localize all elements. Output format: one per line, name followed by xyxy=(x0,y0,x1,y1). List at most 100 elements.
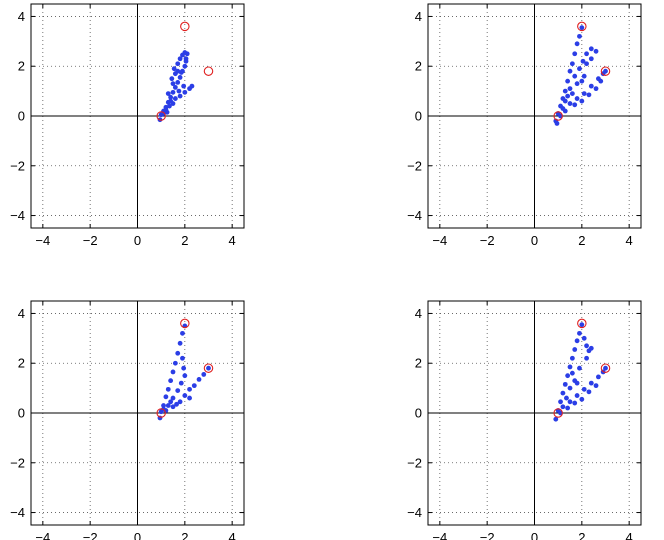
x-tick-label: −4 xyxy=(432,530,447,540)
x-tick-label: 2 xyxy=(181,233,188,248)
data-point xyxy=(574,380,580,386)
data-point xyxy=(180,52,185,58)
data-point xyxy=(579,78,585,84)
data-point xyxy=(172,360,178,366)
subplot-top-left: −4 −2 0 2 4 −4 −2 0 2 4 xyxy=(10,3,245,248)
data-point xyxy=(553,416,559,422)
data-point xyxy=(182,63,188,69)
data-point xyxy=(562,108,568,114)
reference-marker xyxy=(553,111,563,121)
data-point xyxy=(558,399,563,405)
x-tick-label: 0 xyxy=(531,530,538,540)
data-point xyxy=(588,83,594,89)
data-point xyxy=(588,46,594,52)
y-tick-label: −2 xyxy=(10,158,25,173)
data-point xyxy=(569,91,575,96)
y-tick-label: 0 xyxy=(415,406,422,421)
data-point xyxy=(191,383,197,389)
y-tick-label: 4 xyxy=(415,9,422,24)
data-point xyxy=(577,365,582,371)
data-point xyxy=(579,98,585,104)
x-tick-label: −4 xyxy=(35,530,50,540)
reference-marker xyxy=(600,363,611,373)
x-tick-label: −2 xyxy=(480,233,495,248)
subplot-top-right: −4 −2 0 2 4 −4 −2 0 2 4 xyxy=(407,3,642,248)
reference-marker xyxy=(180,21,190,32)
data-point xyxy=(565,373,571,379)
y-tick-label: 4 xyxy=(18,306,25,321)
data-point xyxy=(165,403,171,408)
data-point xyxy=(577,33,582,39)
y-tick-label: 2 xyxy=(18,356,25,371)
data-point xyxy=(579,322,585,328)
data-point xyxy=(175,350,181,356)
y-tick-label: 4 xyxy=(415,306,422,321)
data-point xyxy=(562,381,568,387)
x-tick-label: 0 xyxy=(134,530,141,540)
reference-marker xyxy=(156,111,166,121)
data-point xyxy=(574,81,580,87)
data-point xyxy=(163,394,169,400)
x-tick-label: 0 xyxy=(531,233,538,248)
y-tick-label: −2 xyxy=(10,455,25,470)
data-point xyxy=(169,76,175,82)
data-point xyxy=(175,61,181,67)
x-tick-label: 0 xyxy=(134,233,141,248)
data-point xyxy=(603,365,608,371)
data-point xyxy=(170,369,176,375)
x-tick-label: −4 xyxy=(432,233,447,248)
data-point xyxy=(177,340,183,346)
data-point xyxy=(588,380,594,386)
data-point xyxy=(565,93,571,99)
data-point xyxy=(567,101,573,106)
data-point xyxy=(174,401,179,407)
data-point xyxy=(181,83,187,89)
data-point xyxy=(588,345,594,351)
subplot-bottom-left: −4 −2 0 2 4 −4 −2 0 2 4 xyxy=(10,300,245,540)
data-point xyxy=(577,66,582,72)
reference-marker xyxy=(203,363,214,373)
data-point xyxy=(560,390,566,396)
y-tick-label: −4 xyxy=(10,208,25,223)
y-tick-label: −4 xyxy=(10,505,25,520)
data-point xyxy=(584,51,589,57)
data-point xyxy=(165,386,171,392)
y-tick-label: 2 xyxy=(415,59,422,74)
y-tick-label: 2 xyxy=(415,356,422,371)
x-tick-label: 4 xyxy=(229,530,236,540)
data-point xyxy=(176,88,182,94)
data-point xyxy=(187,386,192,392)
data-point xyxy=(161,403,166,408)
data-point xyxy=(584,355,589,361)
data-point xyxy=(567,399,573,405)
data-point xyxy=(598,78,604,84)
reference-marker xyxy=(203,66,214,76)
y-tick-label: 0 xyxy=(18,406,25,421)
y-tick-label: −2 xyxy=(407,455,422,470)
y-tick-label: 4 xyxy=(18,9,25,24)
data-point xyxy=(593,48,599,54)
data-point xyxy=(172,96,178,101)
data-point xyxy=(581,335,587,341)
data-point xyxy=(170,101,176,106)
data-point xyxy=(574,96,580,101)
data-point xyxy=(572,73,578,79)
data-point xyxy=(581,91,587,96)
data-point xyxy=(562,98,568,104)
data-point xyxy=(177,56,183,62)
data-point xyxy=(586,389,592,395)
data-point xyxy=(574,393,580,398)
data-point xyxy=(565,78,571,84)
data-point xyxy=(596,374,601,380)
x-tick-label: 4 xyxy=(626,530,633,540)
data-point xyxy=(569,61,575,67)
data-point xyxy=(182,373,188,379)
data-point xyxy=(579,396,585,402)
data-point xyxy=(574,338,580,344)
x-tick-label: 2 xyxy=(578,530,585,540)
reference-marker xyxy=(156,408,166,418)
y-tick-label: −4 xyxy=(407,208,422,223)
data-point xyxy=(567,68,573,74)
data-point xyxy=(577,330,582,336)
